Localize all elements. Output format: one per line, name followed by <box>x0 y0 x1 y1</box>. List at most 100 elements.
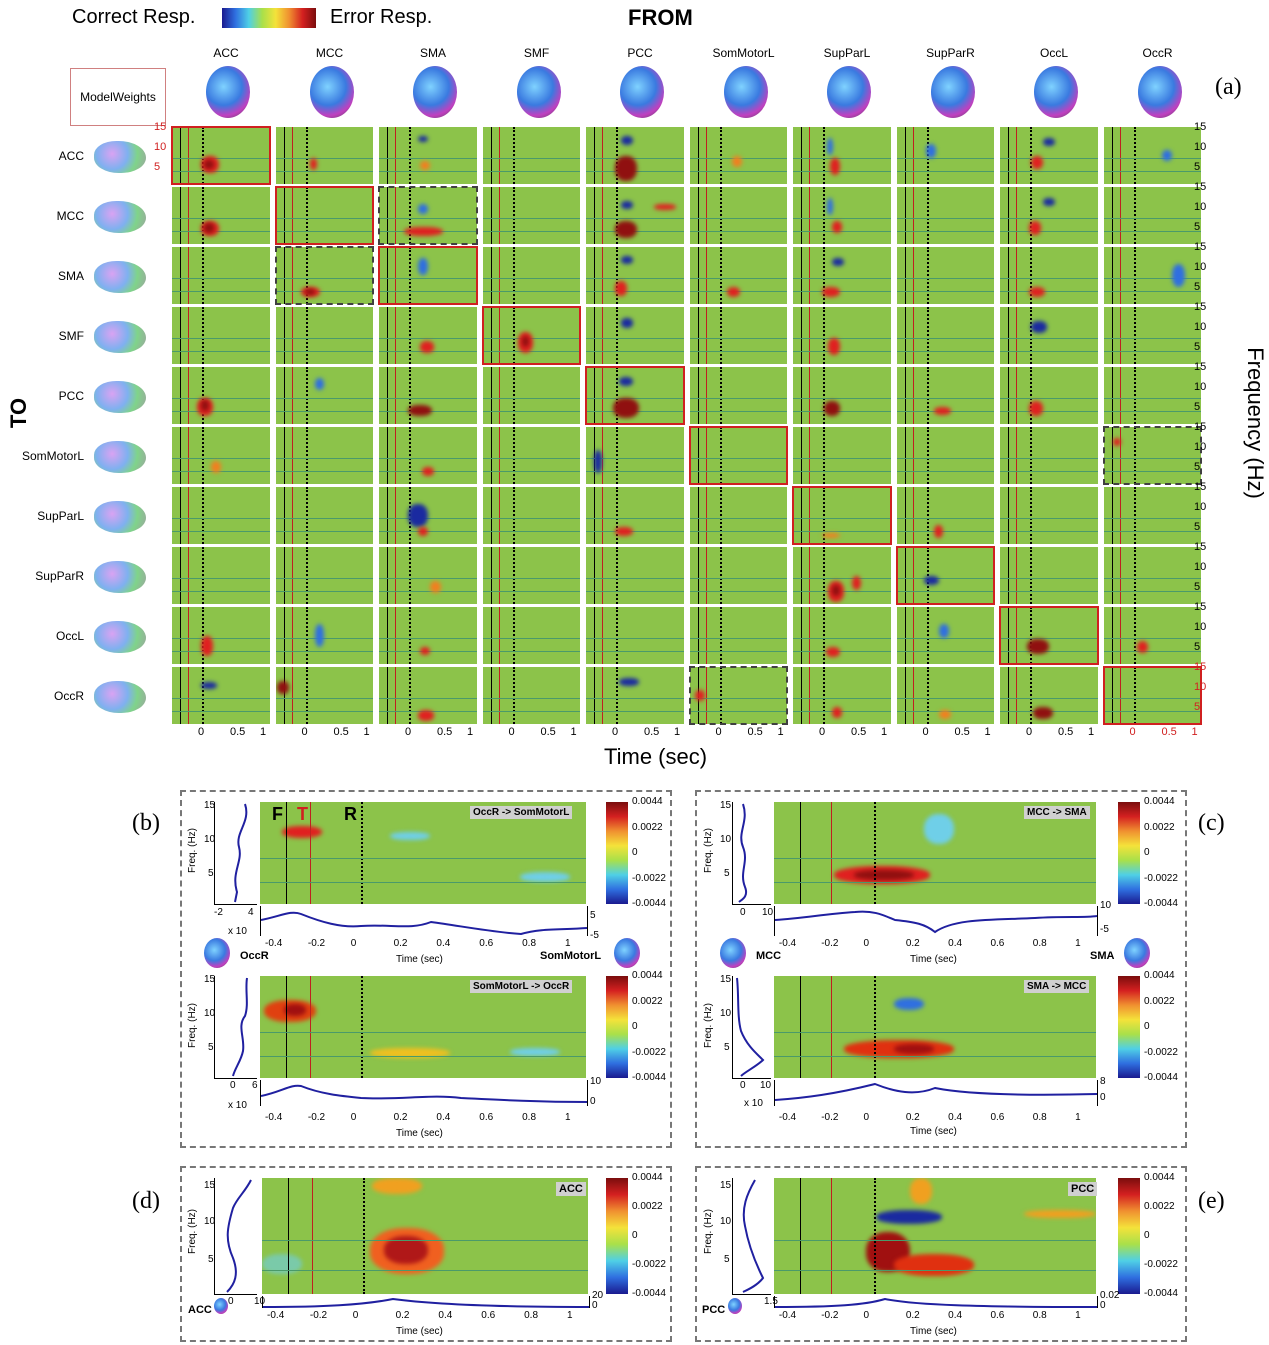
grid-line <box>793 291 891 292</box>
legend-correct-label: Correct Resp. <box>72 6 196 28</box>
row-brain-icon-sommotorl <box>94 441 146 473</box>
heatmap-blob <box>822 532 840 539</box>
bottom-time-tick: 1 <box>881 726 888 738</box>
panel-c-xtick: 0.6 <box>990 938 1005 949</box>
grid-line <box>586 398 684 399</box>
panel-e-colorbar <box>1118 1178 1140 1294</box>
marker-line <box>1111 547 1113 604</box>
marker-line <box>616 187 618 244</box>
grid-line <box>793 458 891 459</box>
model-weights-label: ModelWeights <box>80 90 156 104</box>
grid-line <box>1000 638 1098 639</box>
heatmap-blob <box>695 689 706 702</box>
grid-line <box>793 338 891 339</box>
matrix-cell <box>1000 187 1098 244</box>
panel-c-bottom-ytick-15: 15 <box>720 974 732 985</box>
heatmap-blob <box>1042 198 1055 207</box>
right-freq-tick: 15 <box>1194 121 1207 133</box>
grid-line <box>379 338 477 339</box>
marker-line <box>912 427 914 484</box>
matrix-cell <box>1000 307 1098 364</box>
grid-line <box>1000 218 1098 219</box>
matrix-cell <box>1103 307 1201 364</box>
panel-c-top-time-trace <box>774 906 1098 936</box>
panel-b-top-title: OccR -> SomMotorL <box>470 806 573 819</box>
bottom-time-tick: 0.5 <box>230 726 246 738</box>
heatmap-blob <box>933 524 944 539</box>
grid-line <box>379 291 477 292</box>
panel-b-top-ytick-10: 10 <box>204 834 216 845</box>
marker-line <box>283 247 285 304</box>
column-brain-icon-sma <box>413 66 457 118</box>
panel-c-bottom-trace-right-b: 0 <box>1100 1092 1106 1103</box>
marker-line <box>823 547 825 604</box>
panel-c-bottom-trace-tick-a: 0 <box>740 1080 746 1091</box>
grid-line <box>482 291 580 292</box>
marker-line <box>305 187 308 244</box>
diagonal-highlight-box <box>481 306 581 365</box>
marker-line <box>1030 427 1032 484</box>
marker-line <box>512 247 515 304</box>
panel-b-xtick: 0.6 <box>479 938 494 949</box>
marker-line <box>490 547 492 604</box>
marker-line <box>1133 187 1136 244</box>
matrix-cell <box>1103 247 1201 304</box>
grid-line <box>275 171 373 172</box>
column-header-smf: SMF <box>523 46 550 60</box>
marker-line <box>1119 187 1121 244</box>
column-header-occr: OccR <box>1142 46 1173 60</box>
marker-line <box>387 247 388 304</box>
marker-line <box>1008 367 1009 424</box>
marker-line <box>291 667 293 724</box>
grid-line <box>896 218 994 219</box>
marker-line <box>602 667 603 724</box>
marker-line <box>512 427 515 484</box>
marker-line <box>594 487 595 544</box>
grid-line <box>586 638 684 639</box>
marker-line <box>395 667 396 724</box>
matrix-cell <box>689 247 787 304</box>
marker-line <box>188 247 189 304</box>
grid-line <box>896 338 994 339</box>
marker-line <box>801 667 802 724</box>
panel-b-top-trace-tick-a: -2 <box>214 907 223 918</box>
grid-line <box>586 158 684 159</box>
grid-line <box>275 351 373 352</box>
panel-c-bottom-title: SMA -> MCC <box>1024 980 1090 993</box>
matrix-cell <box>586 367 684 424</box>
panel-b-xtick: 0.8 <box>522 938 537 949</box>
marker-line <box>1133 247 1136 304</box>
marker-line <box>912 547 914 604</box>
marker-line <box>1016 607 1017 664</box>
panel-d-xtick: -0.2 <box>309 1310 328 1321</box>
marker-line <box>705 427 707 484</box>
grid-line <box>586 351 684 352</box>
panel-b-cbar-tick: 0 <box>632 847 638 858</box>
panel-e-region: PCC <box>702 1304 726 1316</box>
heatmap-blob <box>1027 638 1049 654</box>
heatmap-blob <box>832 221 842 233</box>
marker-line <box>188 427 189 484</box>
column-header-mcc: MCC <box>315 46 344 60</box>
grid-line <box>275 231 373 232</box>
panel-b-marker-r: R <box>344 804 357 824</box>
grid-line <box>482 231 580 232</box>
panel-b-top-trace-right-a: 5 <box>590 910 596 921</box>
marker-line <box>823 367 825 424</box>
panel-b-bottom-trace-tick-a: 0 <box>230 1080 236 1091</box>
heatmap-blob <box>418 710 434 721</box>
bottom-time-tick: 0 <box>819 726 826 738</box>
right-freq-tick: 15 <box>1194 241 1207 253</box>
marker-line <box>202 427 204 484</box>
bottom-time-tick: 0.5 <box>851 726 867 738</box>
marker-line <box>912 607 914 664</box>
marker-line <box>387 427 388 484</box>
marker-line <box>697 187 699 244</box>
heatmap-blob <box>732 155 743 167</box>
heatmap-blob <box>615 221 637 239</box>
marker-line <box>809 307 810 364</box>
panel-c-top-trace-tick-b: 10 <box>762 907 774 918</box>
matrix-cell <box>689 127 787 184</box>
marker-line <box>1030 667 1032 724</box>
panel-c <box>695 790 1187 1148</box>
